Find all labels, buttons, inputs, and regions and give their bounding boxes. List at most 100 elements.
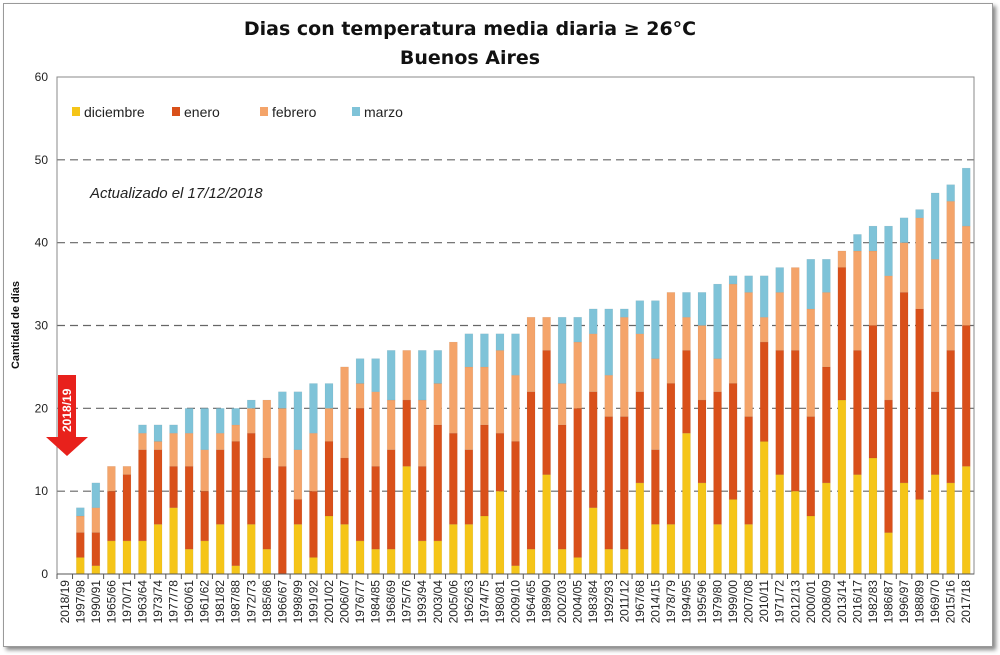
x-tick-label: 1983/84 (586, 580, 600, 624)
bar-febrero (247, 408, 256, 434)
x-tick-label: 1985/86 (260, 580, 274, 624)
bar-febrero (293, 449, 303, 500)
bar-marzo (480, 333, 489, 368)
x-tick-label: 1984/85 (369, 580, 383, 624)
y-axis-label: Cantidad de días (10, 281, 22, 369)
x-tick-label: 1962/63 (462, 580, 476, 624)
bar-enero (495, 432, 505, 492)
bar-febrero (728, 283, 738, 384)
bar-marzo (215, 408, 225, 434)
x-tick-label: 1978/79 (664, 580, 678, 624)
bar-enero (899, 292, 909, 484)
bar-diciembre (449, 524, 458, 575)
x-tick-label: 1997/98 (73, 580, 87, 624)
bar-diciembre (153, 524, 163, 575)
bar-enero (464, 449, 474, 525)
x-tick-label: 2008/09 (819, 580, 833, 624)
bar-marzo (557, 316, 567, 384)
bar-enero (511, 441, 520, 566)
bar-enero (697, 399, 707, 484)
bar-enero (682, 350, 691, 434)
bar-diciembre (791, 490, 800, 575)
x-tick-label: 2003/04 (431, 580, 445, 624)
bar-febrero (682, 316, 691, 351)
legend-swatch-febrero (260, 107, 268, 116)
bar-marzo (713, 283, 722, 359)
bar-enero (791, 350, 800, 492)
bar-diciembre (402, 466, 411, 575)
bar-febrero (76, 515, 85, 533)
bar-febrero (184, 432, 194, 467)
bar-marzo (293, 391, 303, 450)
bar-enero (557, 424, 567, 550)
x-tick-label: 1965/66 (104, 580, 118, 624)
bar-diciembre (355, 540, 365, 575)
bar-diciembre (899, 482, 909, 575)
bar-enero (293, 499, 303, 525)
bar-enero (573, 408, 582, 558)
bar-diciembre (324, 515, 334, 575)
bar-diciembre (231, 565, 240, 575)
bar-febrero (511, 374, 520, 442)
bar-marzo (355, 358, 365, 384)
bar-enero (588, 391, 598, 508)
x-tick-label: 1973/74 (151, 580, 165, 624)
y-tick-label: 40 (35, 236, 49, 250)
bar-marzo (184, 408, 194, 434)
bar-marzo (620, 308, 629, 318)
x-tick-label: 1972/73 (244, 580, 258, 624)
bar-marzo (682, 292, 691, 318)
x-tick-label: 2015/16 (944, 580, 958, 624)
x-tick-label: 1982/83 (866, 580, 880, 624)
x-tick-label: 1963/64 (135, 580, 149, 624)
bar-febrero (526, 316, 536, 393)
x-tick-label: 1988/89 (913, 580, 927, 624)
x-tick-label: 1976/77 (353, 580, 367, 624)
bar-diciembre (884, 532, 893, 575)
bar-marzo (76, 507, 85, 517)
bar-marzo (588, 308, 598, 335)
bar-febrero (806, 308, 816, 417)
x-tick-label: 1992/93 (602, 580, 616, 624)
bar-diciembre (526, 548, 536, 575)
bar-enero (542, 350, 551, 475)
bar-febrero (402, 350, 411, 401)
bar-enero (961, 325, 971, 467)
x-tick-label: 1977/78 (167, 580, 181, 624)
bar-diciembre (806, 515, 816, 575)
bar-febrero (915, 217, 924, 310)
bar-febrero (620, 316, 629, 417)
bar-enero (806, 416, 816, 517)
bar-febrero (884, 275, 893, 401)
bar-diciembre (557, 548, 567, 575)
legend-swatch-diciembre (72, 107, 80, 116)
legend-label: diciembre (84, 104, 145, 120)
bar-diciembre (169, 507, 178, 575)
bar-febrero (775, 292, 784, 351)
bar-diciembre (930, 474, 940, 575)
x-tick-label: 1995/96 (695, 580, 709, 624)
bar-enero (526, 391, 536, 550)
bar-marzo (697, 292, 707, 326)
update-note: Actualizado el 17/12/2018 (89, 185, 263, 202)
bar-enero (262, 457, 272, 550)
bar-febrero (868, 250, 878, 326)
x-tick-label: 1994/95 (679, 580, 693, 624)
bar-enero (837, 267, 847, 401)
bar-febrero (386, 399, 396, 450)
bar-febrero (417, 399, 427, 467)
x-tick-label: 1967/68 (633, 580, 647, 624)
bar-diciembre (635, 482, 645, 575)
bar-diciembre (340, 524, 349, 575)
bar-enero (309, 490, 318, 558)
bar-diciembre (666, 524, 676, 575)
bar-febrero (309, 432, 318, 492)
x-tick-label: 2006/07 (338, 580, 352, 624)
y-tick-label: 10 (35, 484, 49, 498)
x-tick-label: 2018/19 (58, 580, 72, 624)
bar-febrero (744, 292, 753, 417)
bar-febrero (122, 466, 132, 475)
bar-enero (153, 449, 163, 525)
bar-enero (433, 424, 443, 542)
